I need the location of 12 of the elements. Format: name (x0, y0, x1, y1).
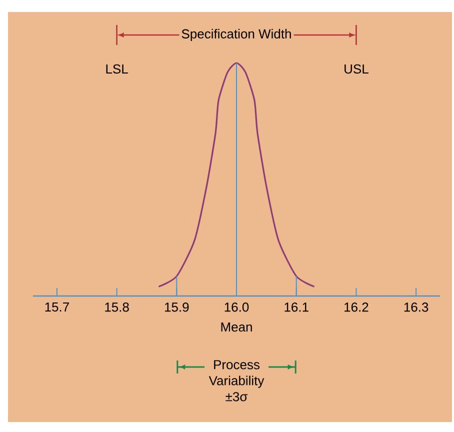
text: Process Variability ±3σ (208, 360, 264, 402)
ref-line-label: LSL (106, 64, 128, 74)
ref-line-label: Mean (221, 322, 252, 332)
x-tick-label: 15.8 (105, 302, 129, 312)
x-tick-label: 16.1 (284, 302, 308, 312)
text: Specification Width (182, 28, 291, 42)
x-tick-label: 16.2 (344, 302, 368, 312)
x-tick-label: 16.0 (224, 302, 249, 312)
x-tick-label: 15.7 (45, 302, 69, 312)
x-tick-label: 16.3 (404, 302, 428, 312)
ref-line-label: USL (344, 64, 368, 74)
x-tick-label: 15.9 (164, 302, 189, 312)
